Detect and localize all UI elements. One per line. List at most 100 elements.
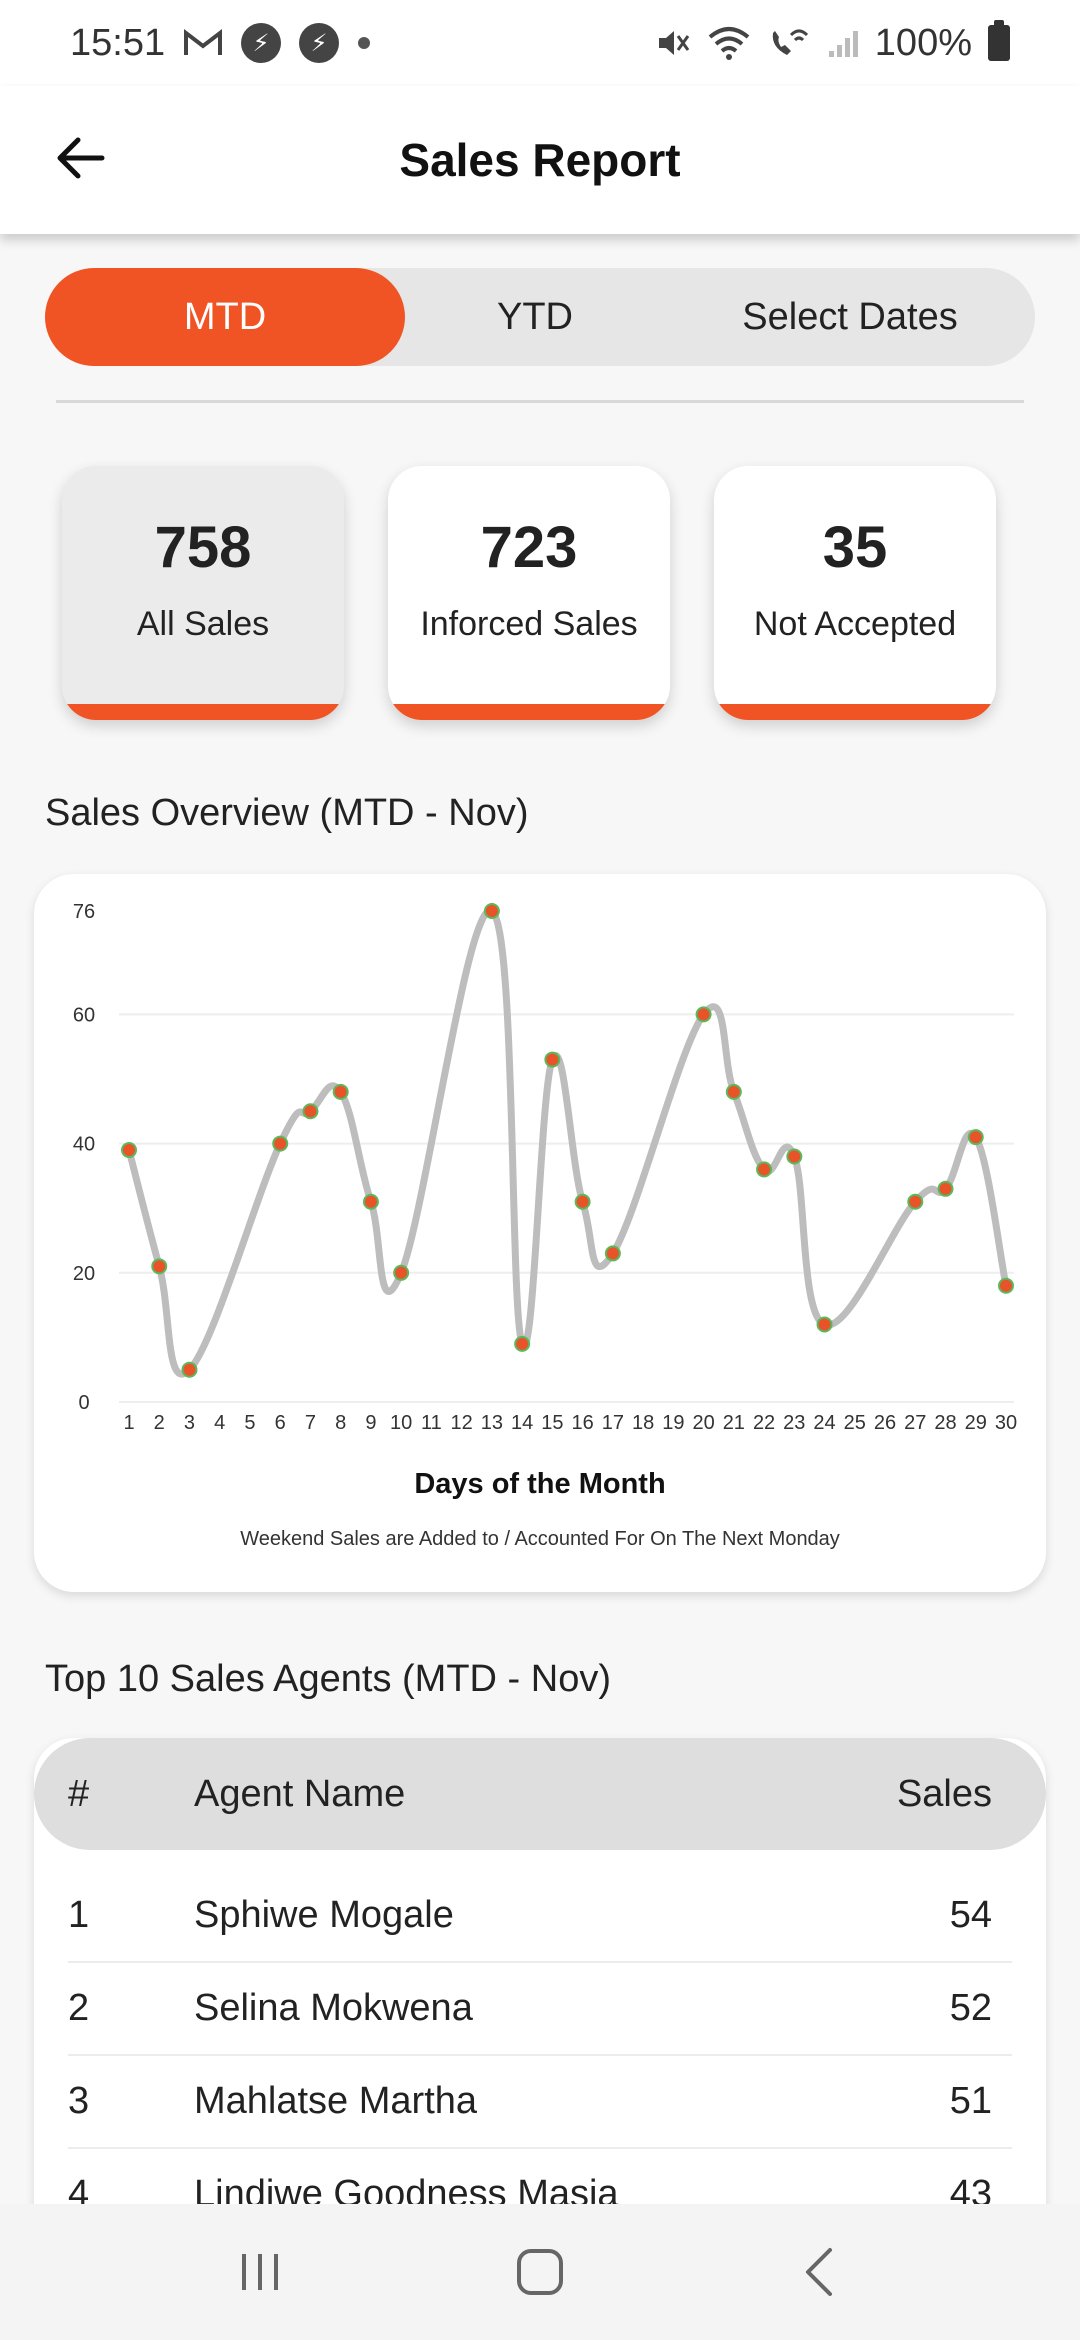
home-button[interactable] [490, 2232, 590, 2312]
data-point [272, 1135, 289, 1152]
stat-label: Not Accepted [753, 605, 957, 643]
x-tick-label: 10 [390, 1412, 412, 1434]
data-point [544, 1051, 561, 1068]
x-tick-label: 9 [365, 1412, 376, 1434]
y-tick-label: 76 [73, 901, 95, 923]
x-tick-label: 13 [481, 1412, 503, 1434]
status-bar: 15:51 ⚡ ⚡ 100% [0, 0, 1080, 86]
x-tick-label: 27 [904, 1412, 926, 1434]
header-sales: Sales [896, 1772, 992, 1815]
x-tick-label: 16 [571, 1412, 593, 1434]
table-row[interactable]: 2 Selina Mokwena 52 [68, 1963, 1012, 2056]
y-tick-label: 60 [73, 1004, 95, 1026]
data-point [483, 903, 500, 919]
period-selector: MTD YTD Select Dates [45, 268, 1035, 366]
x-tick-label: 30 [995, 1412, 1017, 1434]
overview-title: Sales Overview (MTD - Nov) [45, 792, 529, 834]
data-point [574, 1193, 591, 1210]
data-point [181, 1361, 198, 1378]
x-tick-label: 17 [602, 1412, 624, 1434]
x-tick-label: 25 [844, 1412, 866, 1434]
row-num: 2 [68, 1987, 90, 2029]
back-button[interactable] [44, 122, 116, 194]
tab-mtd[interactable]: MTD [45, 268, 405, 366]
tab-ytd[interactable]: YTD [497, 295, 573, 338]
stat-label: Inforced Sales [420, 605, 638, 643]
x-tick-label: 2 [154, 1412, 165, 1434]
stat-value: 35 [822, 515, 888, 580]
data-point [816, 1316, 833, 1333]
data-point [332, 1083, 349, 1100]
data-point [937, 1180, 954, 1197]
dot-icon [357, 36, 371, 50]
data-point [786, 1148, 803, 1165]
row-agent-name: Sphiwe Mogale [194, 1894, 454, 1936]
bolt-icon: ⚡ [241, 23, 282, 63]
x-tick-label: 20 [692, 1412, 714, 1434]
row-sales: 54 [949, 1894, 992, 1936]
x-tick-label: 12 [451, 1412, 473, 1434]
x-tick-label: 26 [874, 1412, 896, 1434]
back-icon [806, 2248, 832, 2296]
data-point [121, 1142, 137, 1159]
mute-icon [655, 25, 691, 61]
wifi-icon [707, 25, 751, 61]
wifi-call-icon [767, 25, 811, 61]
data-point [756, 1161, 773, 1178]
data-point [967, 1129, 984, 1146]
x-tick-label: 19 [662, 1412, 684, 1434]
series-line [125, 907, 1010, 1378]
battery-text: 100% [874, 21, 972, 64]
row-agent-name: Selina Mokwena [194, 1987, 473, 2029]
data-point [302, 1103, 319, 1120]
data-point [514, 1335, 531, 1352]
data-point [695, 1006, 712, 1023]
data-point [604, 1245, 621, 1262]
header-agent-name: Agent Name [194, 1772, 406, 1815]
gmail-icon [183, 28, 223, 58]
system-nav-bar [0, 2204, 1080, 2340]
x-tick-label: 29 [965, 1412, 987, 1434]
data-point [393, 1264, 410, 1281]
stat-value: 758 [154, 515, 252, 580]
bolt-icon: ⚡ [299, 23, 340, 63]
row-sales: 52 [949, 1987, 992, 2029]
sales-chart-card: 0 20 40 60 76 1 2 3 4 5 6 7 8 9 10 11 12 13 14 15 16 17 18 19 20… [34, 874, 1046, 1592]
arrow-left-icon [57, 137, 105, 179]
x-tick-label: 21 [723, 1412, 745, 1434]
home-icon [517, 2249, 563, 2295]
page-title: Sales Report [399, 134, 681, 186]
stat-label: All Sales [136, 605, 270, 643]
chart-x-axis-label: Days of the Month [414, 1468, 666, 1500]
battery-icon [988, 20, 1010, 61]
data-point [725, 1083, 742, 1100]
x-tick-label: 22 [753, 1412, 775, 1434]
x-tick-label: 5 [244, 1412, 255, 1434]
app-bar: Sales Report [0, 86, 1080, 234]
back-nav-button[interactable] [770, 2232, 870, 2312]
x-tick-label: 7 [305, 1412, 316, 1434]
table-row[interactable]: 1 Sphiwe Mogale 54 [68, 1870, 1012, 1963]
x-tick-label: 18 [632, 1412, 654, 1434]
recents-button[interactable] [210, 2232, 310, 2312]
agents-table: # Agent Name Sales 1 Sphiwe Mogale 54 2 … [34, 1738, 1046, 2258]
stat-card-inforced-sales[interactable]: 723 Inforced Sales [388, 466, 670, 720]
row-sales: 51 [949, 2080, 992, 2122]
tab-select-dates[interactable]: Select Dates [742, 295, 958, 338]
x-tick-label: 4 [214, 1412, 225, 1434]
signal-icon [827, 27, 859, 59]
row-agent-name: Mahlatse Martha [194, 2080, 478, 2122]
stat-card-not-accepted[interactable]: 35 Not Accepted [714, 466, 996, 720]
agents-title: Top 10 Sales Agents (MTD - Nov) [45, 1658, 611, 1700]
table-row[interactable]: 3 Mahlatse Martha 51 [68, 2056, 1012, 2149]
x-tick-label: 1 [123, 1412, 134, 1434]
stat-card-all-sales[interactable]: 758 All Sales [62, 466, 344, 720]
x-tick-label: 6 [275, 1412, 286, 1434]
y-tick-label: 0 [78, 1392, 89, 1414]
x-tick-label: 14 [511, 1412, 533, 1434]
x-tick-label: 15 [541, 1412, 563, 1434]
x-tick-label: 23 [783, 1412, 805, 1434]
table-body: 1 Sphiwe Mogale 54 2 Selina Mokwena 52 3… [34, 1850, 1046, 2242]
row-num: 1 [68, 1894, 90, 1936]
